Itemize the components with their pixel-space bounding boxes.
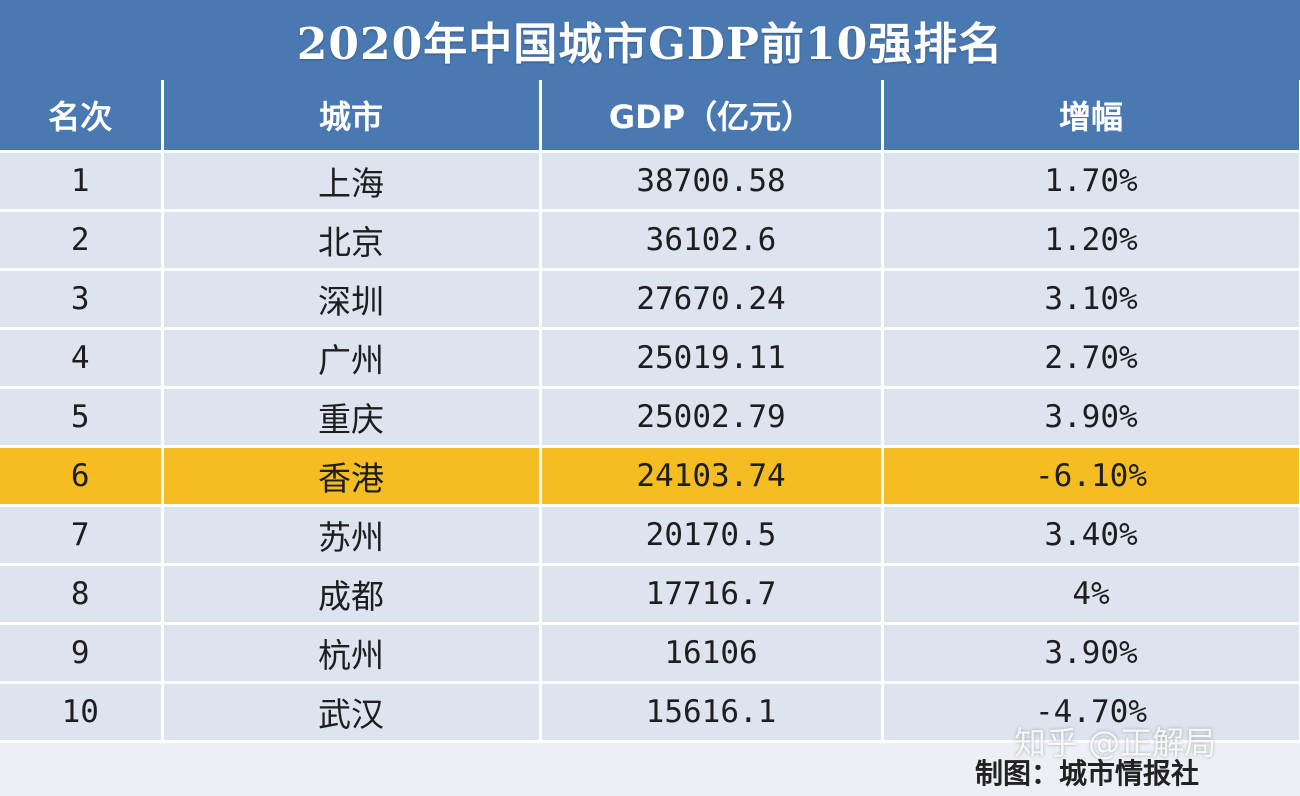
cell-city: 重庆 <box>162 387 542 448</box>
cell-rank: 5 <box>0 387 164 448</box>
watermark: 知乎 @正解局 <box>1014 724 1217 762</box>
cell-rank: 9 <box>0 623 164 684</box>
cell-growth: -6.10% <box>882 446 1300 507</box>
page-title: 2020年中国城市GDP前10强排名 <box>296 19 1004 70</box>
cell-gdp: 25002.79 <box>540 387 884 448</box>
cell-growth: 3.10% <box>882 269 1300 330</box>
cell-rank: 6 <box>0 446 164 507</box>
cell-gdp: 16106 <box>540 623 884 684</box>
cell-gdp: 36102.6 <box>540 210 884 271</box>
cell-growth: 1.70% <box>882 151 1300 212</box>
table-row: 1 上海 38700.58 1.70% <box>0 151 1300 212</box>
table-row: 2 北京 36102.6 1.20% <box>0 210 1300 271</box>
chart-credit: 制图：城市情报社 <box>975 757 1200 790</box>
cell-city: 香港 <box>162 446 542 507</box>
cell-gdp: 38700.58 <box>540 151 884 212</box>
table-row: 10 武汉 15616.1 -4.70% <box>0 682 1300 743</box>
cell-rank: 3 <box>0 269 164 330</box>
cell-city: 苏州 <box>162 505 542 566</box>
table-header-row: 名次 城市 GDP（亿元） 增幅 <box>0 80 1300 153</box>
cell-gdp: 25019.11 <box>540 328 884 389</box>
table-row: 4 广州 25019.11 2.70% <box>0 328 1300 389</box>
cell-growth: 3.90% <box>882 387 1300 448</box>
header-city: 城市 <box>162 80 542 153</box>
cell-growth: 3.40% <box>882 505 1300 566</box>
cell-city: 杭州 <box>162 623 542 684</box>
cell-growth: 3.90% <box>882 623 1300 684</box>
cell-city: 深圳 <box>162 269 542 330</box>
cell-growth: 2.70% <box>882 328 1300 389</box>
cell-gdp: 20170.5 <box>540 505 884 566</box>
cell-gdp: 17716.7 <box>540 564 884 625</box>
cell-gdp: 15616.1 <box>540 682 884 743</box>
header-growth: 增幅 <box>882 80 1300 153</box>
cell-gdp: 24103.74 <box>540 446 884 507</box>
title-bar: 2020年中国城市GDP前10强排名 <box>0 0 1300 80</box>
table-row: 3 深圳 27670.24 3.10% <box>0 269 1300 330</box>
cell-rank: 4 <box>0 328 164 389</box>
cell-gdp: 27670.24 <box>540 269 884 330</box>
cell-city: 成都 <box>162 564 542 625</box>
table-row: 7 苏州 20170.5 3.40% <box>0 505 1300 566</box>
cell-city: 武汉 <box>162 682 542 743</box>
cell-growth: 4% <box>882 564 1300 625</box>
cell-rank: 7 <box>0 505 164 566</box>
cell-rank: 10 <box>0 682 164 743</box>
table-row: 5 重庆 25002.79 3.90% <box>0 387 1300 448</box>
cell-city: 上海 <box>162 151 542 212</box>
table-row-highlighted: 6 香港 24103.74 -6.10% <box>0 446 1300 507</box>
cell-city: 广州 <box>162 328 542 389</box>
cell-growth: -4.70% <box>882 682 1300 743</box>
table-row: 9 杭州 16106 3.90% <box>0 623 1300 684</box>
cell-rank: 1 <box>0 151 164 212</box>
cell-rank: 2 <box>0 210 164 271</box>
cell-rank: 8 <box>0 564 164 625</box>
table-row: 8 成都 17716.7 4% <box>0 564 1300 625</box>
gdp-ranking-table: 名次 城市 GDP（亿元） 增幅 1 上海 38700.58 1.70% 2 北… <box>0 80 1300 743</box>
cell-growth: 1.20% <box>882 210 1300 271</box>
header-gdp: GDP（亿元） <box>540 80 884 153</box>
cell-city: 北京 <box>162 210 542 271</box>
header-rank: 名次 <box>0 80 164 153</box>
